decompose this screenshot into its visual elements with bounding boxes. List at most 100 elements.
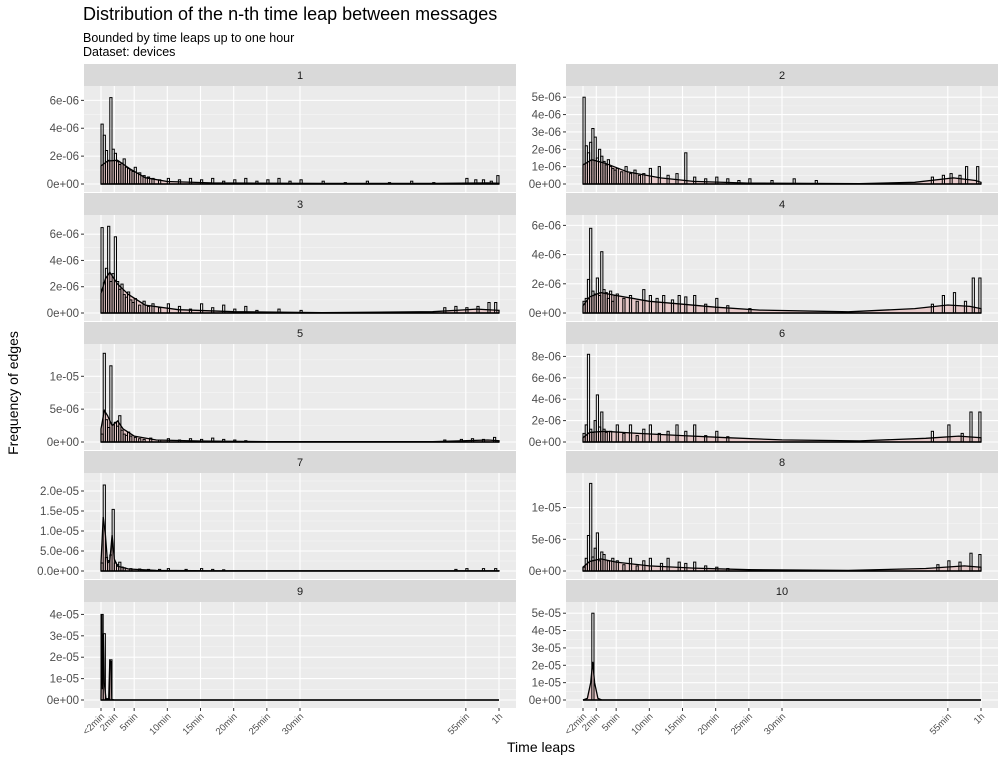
histogram-bar [947,424,951,443]
histogram-bar [138,304,142,314]
x-axis-title: Time leaps [507,739,575,755]
x-tick-label: 15min [663,711,689,737]
histogram-bar [611,557,615,572]
histogram-bar [670,299,675,314]
histogram-bar [969,552,973,572]
y-tick-label: 1e-06 [532,162,561,174]
histogram-bar [591,612,595,701]
x-tick-label: 10min [629,711,655,737]
histogram-bar [677,295,681,314]
histogram-bar [648,557,652,572]
y-tick-label: 1e-05 [532,503,561,515]
y-tick-label: 0e+00 [529,566,561,578]
histogram-bar [244,177,248,185]
histogram-bar [633,169,637,185]
histogram-bar [622,564,626,572]
histogram-bar [958,561,962,572]
x-tick-label: 30min [762,711,788,737]
histogram-bar [657,432,661,443]
histogram-bar [637,174,641,185]
histogram-bar [941,174,945,185]
y-tick-label: 0e+00 [529,437,561,449]
facet-strip-label: 10 [776,586,788,598]
y-tick-label: 0.0e+00 [37,566,79,578]
x-tick-label: 5min [600,711,622,733]
density-curve [582,291,982,314]
facet-panel-5: 5 0e+00 5e-06 1e-05 [47,322,516,450]
y-tick-label: 2e-06 [50,151,79,163]
histogram-bar [684,152,688,185]
y-tick-label: 8e-06 [532,351,561,363]
histogram-bar [963,300,968,314]
y-tick-label: 1e-05 [532,678,561,690]
histogram-bar [693,424,697,443]
facet-strip-label: 1 [297,70,303,82]
facet-strip-label: 9 [297,586,303,598]
histogram-bar [277,177,281,185]
y-tick-label: 0e+00 [529,179,561,191]
y-tick-label: 4e-05 [532,626,561,638]
facet-strip [84,580,516,602]
y-tick-label: 2e-06 [50,282,79,294]
histogram-bar [606,560,610,572]
y-tick-label: 3e-05 [50,631,79,643]
histogram-bar [615,560,619,572]
histogram-bar [211,177,215,185]
histogram-bar [704,303,708,314]
y-tick-label: 6e-06 [50,229,79,241]
y-tick-label: 5e-06 [50,404,79,416]
y-tick-label: 2e-05 [532,660,561,672]
histogram-bar [151,303,155,314]
x-tick-label: 55min [928,711,954,737]
histogram-bar [109,659,113,701]
histogram-bar [494,302,498,314]
facet-strip-label: 4 [779,199,785,211]
histogram-bar [622,297,626,314]
facet-panel-7: 7 0.0e+00 5.0e-06 1.0e-05 1.5e-05 2.0e-05 [37,451,516,579]
x-tick-label: 20min [214,711,240,737]
facet-strip-label: 7 [297,457,303,469]
facet-strip-label: 8 [779,457,785,469]
histogram-bar [609,430,613,443]
y-tick-label: 0e+00 [47,308,79,320]
histogram-bar [200,303,204,314]
facet-strip-label: 2 [779,70,785,82]
histogram-bar [715,430,719,443]
y-tick-label: 0e+00 [529,695,561,707]
x-tick-label: 15min [181,711,207,737]
y-tick-label: 4e-06 [532,250,561,262]
histogram-bar [222,304,226,314]
y-tick-label: 1e-05 [50,371,79,383]
histogram-bar [146,176,151,185]
histogram-bar [487,302,491,314]
histogram-bar [715,176,719,185]
chart-title: Distribution of the n-th time leap betwe… [83,4,498,24]
histogram-bar [666,430,670,443]
chart-subtitle: Bounded by time leaps up to one hour [83,31,295,45]
y-tick-label: 0e+00 [529,308,561,320]
histogram-bar [726,305,730,314]
histogram-bar [941,295,945,314]
histogram-bar [684,296,688,314]
histogram-bar [642,289,646,314]
histogram-bar [620,171,624,185]
histogram-bar [949,173,953,185]
x-tick-label: 1h [972,711,987,726]
histogram-bar [958,174,962,185]
facet-panel-10: 100e+001e-052e-053e-054e-055e-05<2min2mi… [529,580,998,738]
histogram-bar [138,172,142,185]
histogram-bar [930,430,934,443]
histogram-bar [615,167,619,185]
histogram-bar [965,166,969,185]
histogram-bar [666,557,670,572]
y-tick-label: 2e-06 [532,416,561,428]
histogram-bar [693,176,697,185]
histogram-bar [177,305,182,314]
histogram-bar [659,562,664,572]
histogram-bar [133,166,137,185]
x-tick-label: 25min [247,711,273,737]
x-tick-label: 30min [280,711,306,737]
histogram-bar [642,560,646,572]
x-tick-label: 1h [490,711,505,726]
